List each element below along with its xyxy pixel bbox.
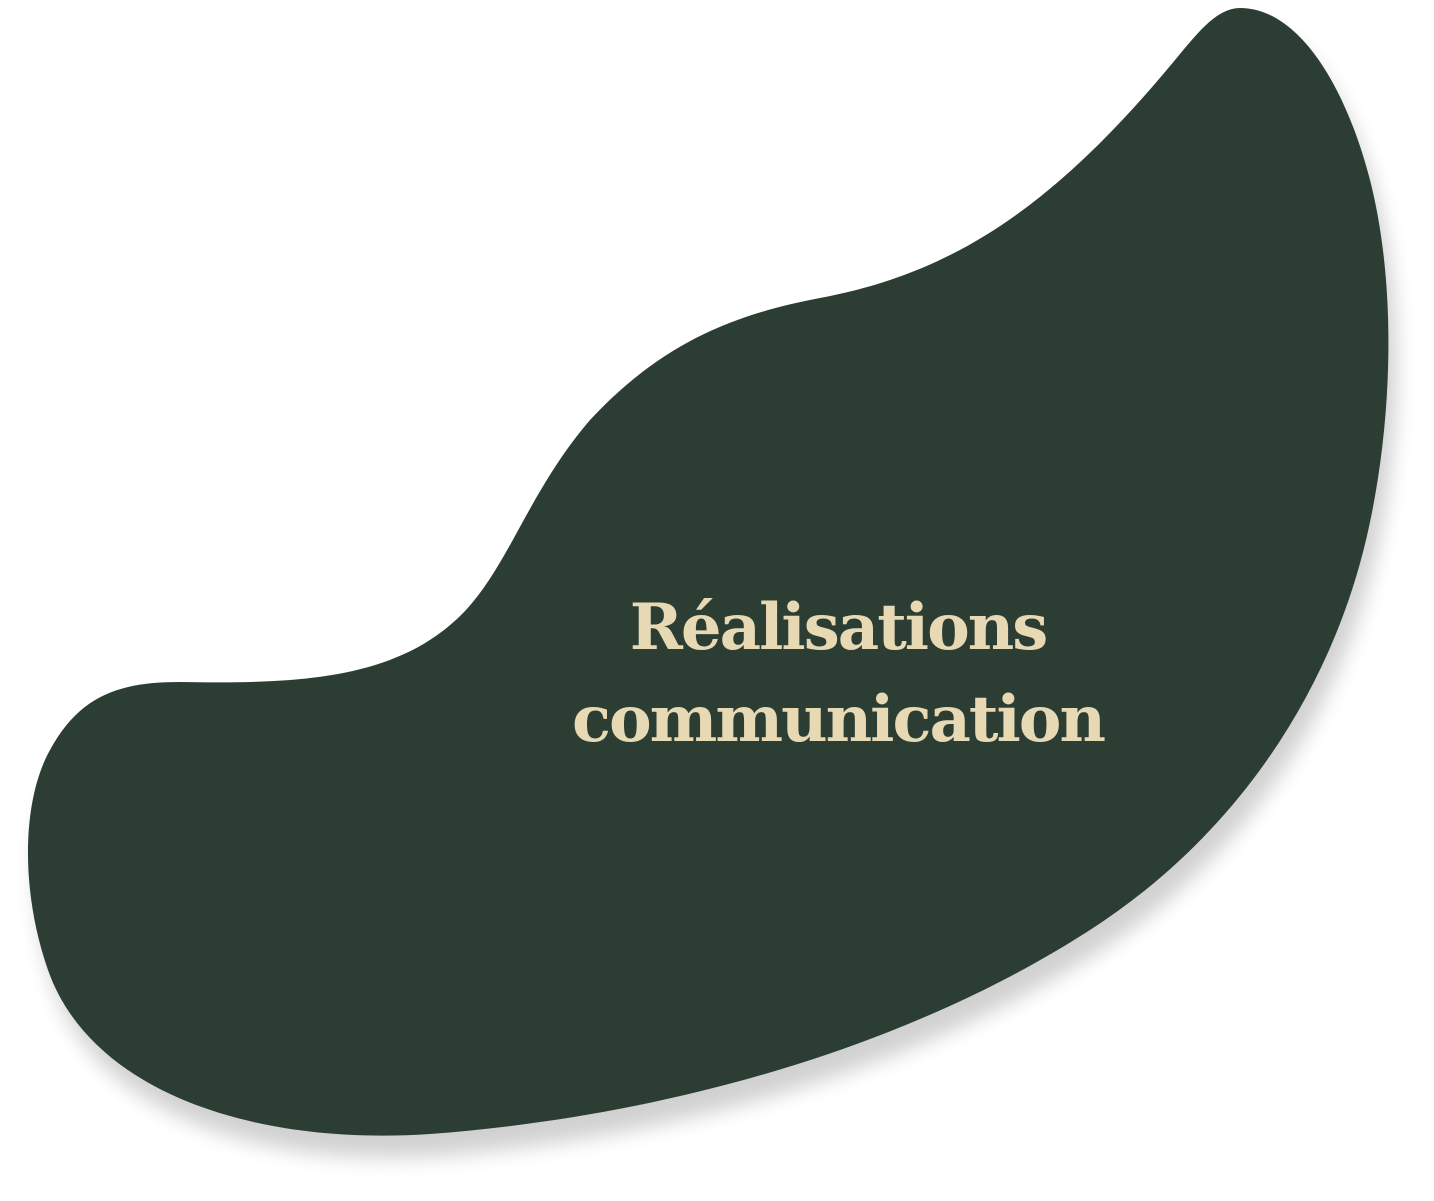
- card-title[interactable]: Réalisations communication: [560, 582, 1116, 766]
- card-title-line-2: communication: [572, 682, 1106, 757]
- card-title-line-1: Réalisations: [629, 590, 1049, 665]
